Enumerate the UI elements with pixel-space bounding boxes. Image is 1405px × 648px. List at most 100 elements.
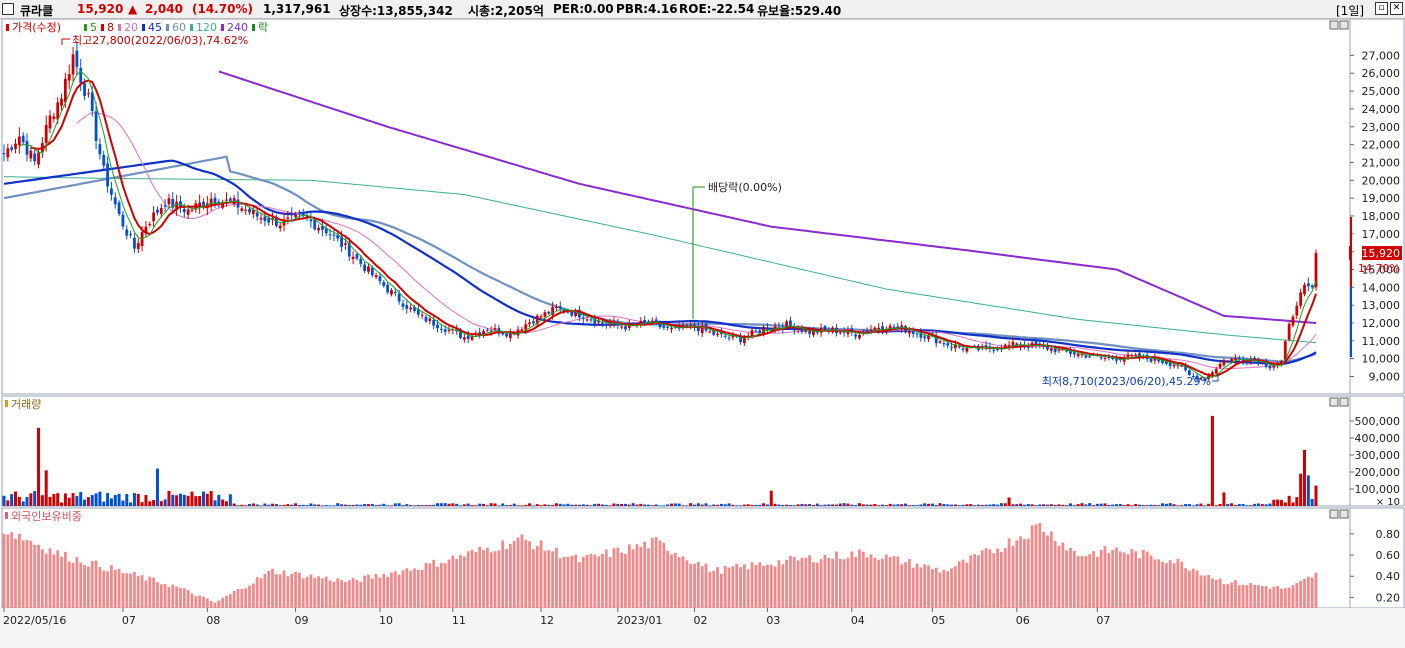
volume-bar <box>489 503 493 506</box>
foreign-ratio-bar <box>497 550 501 608</box>
price-axis <box>1349 19 1405 395</box>
foreign-ratio-bar <box>267 570 271 608</box>
candle <box>535 313 539 326</box>
high-annotation: 최고27,800(2022/06/03),74.62% <box>72 34 248 47</box>
volume-bar <box>850 504 854 506</box>
foreign-ratio-bar <box>1303 578 1306 608</box>
foreign-ratio-bar <box>1164 563 1168 608</box>
x-tick-label: 2022/05/16 <box>3 614 66 627</box>
legend-item: 20 <box>124 21 138 34</box>
candle <box>301 208 305 219</box>
candle <box>1306 277 1310 292</box>
candle <box>700 321 704 338</box>
foreign-ratio-bar <box>516 537 520 608</box>
foreign-ratio-bar <box>1065 550 1069 608</box>
volume-bar <box>401 505 405 506</box>
candle <box>485 327 489 332</box>
foreign-ratio-bar <box>324 576 328 608</box>
volume-bar <box>1164 503 1168 506</box>
volume-bar <box>1138 504 1142 506</box>
candle <box>1287 322 1291 342</box>
volume-bar <box>765 504 769 506</box>
candle <box>493 323 497 334</box>
volume-bar <box>501 503 505 506</box>
candle <box>1310 283 1314 289</box>
foreign-tick-label: 0.20 <box>1376 591 1401 604</box>
foreign-ratio-bar <box>282 570 286 608</box>
candle <box>462 333 466 343</box>
candle <box>309 212 313 228</box>
candle <box>957 344 961 349</box>
foreign-ratio-bar <box>363 575 367 608</box>
volume-bar <box>178 493 182 506</box>
volume-bar <box>712 504 716 506</box>
volume-bar <box>1207 503 1211 506</box>
legend-marker-icon <box>6 24 9 31</box>
volume-bar <box>773 503 777 506</box>
panel-maximize-icon[interactable] <box>1339 509 1349 519</box>
foreign-ratio-bar <box>1111 550 1115 608</box>
foreign-ratio-bar <box>1126 554 1130 608</box>
foreign-ratio-bar <box>232 590 236 608</box>
volume-bar <box>700 504 704 506</box>
volume-bar <box>658 505 662 507</box>
volume-bar <box>681 505 685 507</box>
foreign-ratio-bar <box>666 550 670 608</box>
volume-bar <box>1153 504 1157 506</box>
volume-bar <box>976 504 980 506</box>
select-checkbox[interactable] <box>2 3 14 15</box>
panel-minimize-icon[interactable] <box>1329 20 1339 30</box>
volume-bar <box>597 503 601 506</box>
foreign-ratio-bar <box>83 565 86 608</box>
volume-bar <box>620 503 624 506</box>
volume-bar <box>340 504 344 506</box>
panel-minimize-icon[interactable] <box>1329 397 1339 407</box>
volume-bar <box>1042 504 1046 506</box>
volume-bar <box>336 503 340 506</box>
restore-icon[interactable]: ▫ <box>1375 2 1388 15</box>
foreign-ratio-bar <box>1295 582 1299 608</box>
volume-bar <box>186 495 190 506</box>
candle <box>363 262 367 274</box>
volume-bar <box>1157 505 1161 506</box>
foreign-ratio-bar <box>616 547 620 608</box>
volume-bar <box>938 503 942 506</box>
volume-bar <box>167 490 171 506</box>
candle <box>98 138 102 160</box>
candle <box>1046 342 1049 352</box>
volume-bar <box>942 503 946 506</box>
foreign-ratio-bar <box>240 589 244 608</box>
foreign-ratio-bar <box>1283 588 1287 608</box>
volume-bar <box>102 501 106 506</box>
panel-maximize-icon[interactable] <box>1339 20 1349 30</box>
candle <box>152 205 156 228</box>
candle <box>117 200 121 217</box>
period-selector[interactable]: [1일] <box>1336 4 1365 18</box>
volume-bar <box>957 505 961 506</box>
volume-bar <box>255 504 259 506</box>
volume-bar <box>405 504 409 506</box>
volume-bar <box>1233 505 1237 506</box>
candle <box>1026 342 1030 352</box>
panel-minimize-icon[interactable] <box>1329 509 1339 519</box>
volume-bar <box>1103 503 1107 506</box>
volume-bar <box>75 496 79 506</box>
foreign-ratio-bar <box>401 570 405 608</box>
volume-axis <box>1349 395 1405 507</box>
candle <box>351 251 355 265</box>
price-tick-label: 10,000 <box>1362 353 1401 366</box>
volume-bar <box>213 500 217 506</box>
current-price-tag <box>1362 246 1402 261</box>
candle <box>156 206 159 216</box>
foreign-ratio-bar <box>459 555 462 608</box>
volume-bar <box>221 499 225 506</box>
close-icon[interactable]: ✕ <box>1390 2 1403 15</box>
volume-panel[interactable] <box>1 395 1351 507</box>
stock-chart[interactable]: 27,000 26,000 25,000 24,000 23,000 22,000 21,0… <box>0 19 1405 648</box>
foreign-ratio-bar <box>182 588 186 608</box>
candle <box>286 210 290 225</box>
volume-bar <box>232 503 236 506</box>
foreign-ratio-bar <box>796 560 800 608</box>
panel-maximize-icon[interactable] <box>1339 397 1349 407</box>
foreign-ratio-bar <box>723 565 727 608</box>
